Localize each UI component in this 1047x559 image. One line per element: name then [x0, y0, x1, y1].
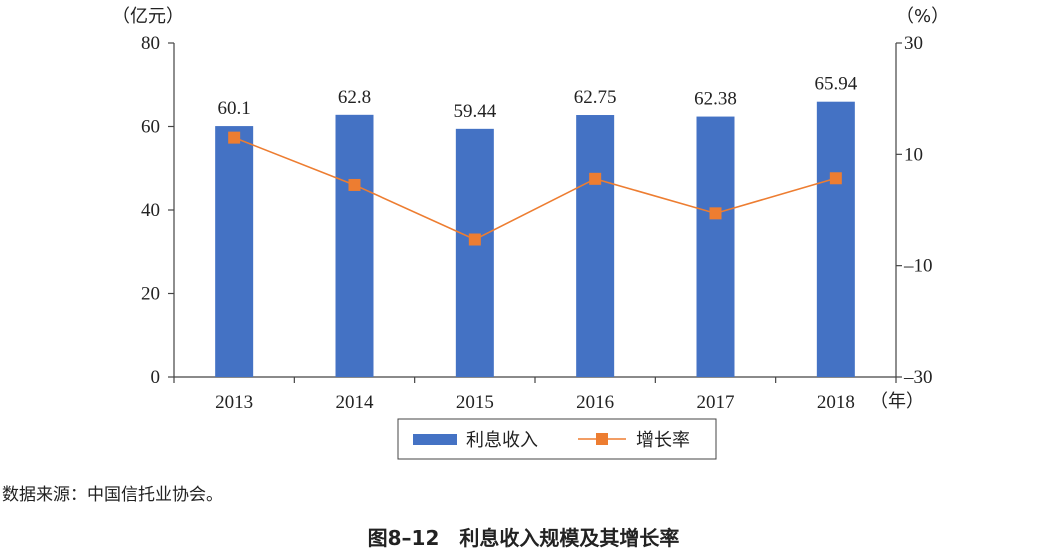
bar [696, 116, 735, 377]
chart: 0 20 40 60 80 –30 –10 10 30 2013 2014 2015 2016 2017 2… [112, 6, 949, 460]
y-left-tick-label: 0 [151, 367, 161, 388]
y-right-tick-label: –10 [903, 256, 933, 277]
x-tick-label: 2018 [817, 392, 855, 413]
bar-series [215, 101, 855, 378]
data-source-note: 数据来源：中国信托业协会。 [2, 485, 223, 505]
bar-value-label: 62.75 [574, 87, 617, 108]
legend-bar-label: 利息收入 [466, 430, 538, 451]
bar-value-label: 62.8 [338, 87, 371, 108]
bar-value-label: 62.38 [694, 89, 737, 110]
bar [455, 128, 494, 377]
y-right-tick-label: –30 [903, 367, 933, 388]
y-left-tick-label: 80 [141, 33, 160, 54]
y-left-unit: （亿元） [112, 6, 184, 27]
growth-rate-marker [709, 207, 722, 220]
y-right-tick-label: 30 [904, 33, 923, 54]
y-left-tick-label: 20 [141, 284, 160, 305]
x-tick-label: 2015 [456, 392, 494, 413]
bar-value-label: 65.94 [814, 74, 857, 95]
bar-value-label: 60.1 [218, 98, 251, 119]
x-tick-label: 2016 [576, 392, 614, 413]
growth-rate-line [233, 136, 837, 241]
bar [576, 115, 615, 378]
line-series [228, 131, 842, 246]
bar [335, 114, 374, 377]
growth-rate-marker [348, 178, 361, 191]
bar-value-label: 59.44 [453, 101, 496, 122]
chart-axes: 0 20 40 60 80 –30 –10 10 30 2013 2014 2015 2016 2017 2… [112, 6, 949, 413]
figure-caption: 图8–12 利息收入规模及其增长率 [367, 526, 680, 550]
growth-rate-marker [829, 172, 842, 185]
y-left-tick-label: 60 [141, 117, 160, 138]
bar [816, 101, 855, 377]
y-right-tick-label: 10 [904, 144, 923, 165]
x-tick-label: 2017 [697, 392, 735, 413]
x-tick-label: 2013 [215, 392, 253, 413]
growth-rate-marker [589, 172, 602, 185]
growth-rate-marker [468, 233, 481, 246]
x-tick-label: 2014 [336, 392, 375, 413]
y-left-tick-label: 40 [141, 200, 160, 221]
legend: 利息收入 增长率 [397, 418, 717, 460]
legend-line-label: 增长率 [636, 430, 690, 451]
y-right-unit: （%） [896, 6, 949, 27]
legend-bar-swatch [413, 434, 457, 445]
growth-rate-marker [228, 131, 241, 144]
legend-line-marker [596, 433, 608, 445]
bar-value-labels: 60.1 62.8 59.44 62.75 62.38 65.94 [218, 74, 858, 122]
bar [215, 126, 254, 378]
x-unit: （年） [870, 391, 924, 412]
